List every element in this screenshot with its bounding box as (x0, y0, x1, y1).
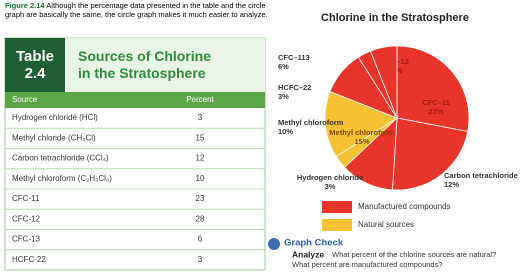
caption: Figure 2.14 Although the percentage data… (5, 1, 268, 19)
slice-value: 3% (278, 92, 289, 101)
column-header-bg (5, 92, 265, 108)
cell: 3 (198, 113, 203, 122)
slice-label: CFC–113 (278, 53, 310, 62)
table-label-bg (5, 38, 65, 92)
slice-label: CFC–11 (422, 98, 450, 107)
slice-label: Methyl chloroform (278, 118, 344, 127)
pie-slice (396, 45, 470, 132)
slice-value: 6% (278, 62, 289, 71)
legend-swatch (322, 219, 352, 231)
cell: Hydrogen chloride (HCl) (12, 113, 98, 122)
cell: CFC-11 (12, 194, 40, 203)
check-icon (268, 238, 280, 250)
figure-label: Figure 2.14 (5, 1, 45, 10)
slice-value: 10% (278, 127, 293, 136)
cell: 23 (196, 194, 205, 203)
slice-value: 12% (444, 180, 459, 189)
chart-title: Chlorine in the Stratosphere (321, 12, 469, 24)
slice-value: 15% (354, 137, 369, 146)
cell: Methyl chloroform (C₂H₃Cl₃) (12, 174, 112, 183)
slice-value: 23% (428, 107, 443, 116)
table-label: Table 2.4 (16, 48, 54, 82)
figure-caption: Although the percentage data presented i… (46, 1, 265, 10)
legend-label: Natural sources (358, 220, 414, 229)
column-header: Source (12, 95, 38, 104)
pie-slice (392, 117, 469, 191)
check-label: Analyze (292, 249, 324, 259)
slice-value: 3% (325, 182, 336, 191)
cell: Methyl chloride (CH₃Cl) (12, 133, 96, 142)
cell: HCFC-22 (12, 255, 46, 264)
column-header: Percent (186, 95, 214, 104)
pie-slice (369, 45, 398, 119)
table-title: Sources of Chlorine in the Stratosphere (78, 48, 211, 81)
cell: 12 (196, 154, 205, 163)
cell: 28 (196, 214, 205, 223)
slice-label: Methyl chloroform (329, 128, 395, 137)
pie-slice (324, 90, 398, 158)
cell: Carbon tetrachloride (CCl₄) (12, 154, 109, 163)
legend-label: Manufactured compounds (358, 202, 451, 211)
slice-label: Carbon tetrachloride (444, 171, 518, 180)
slice-label: Hydrogen chloride (297, 173, 363, 182)
legend-swatch (322, 201, 352, 213)
cell: 3 (198, 255, 203, 264)
cell: CFC-12 (12, 214, 41, 223)
check-text: What percent of the chlorine sources are… (292, 250, 496, 269)
check-title: Graph Check (284, 238, 344, 249)
cell: 10 (196, 174, 205, 183)
cell: 15 (196, 133, 205, 142)
cell: 6 (198, 235, 203, 244)
slice-label: HCFC–22 (278, 83, 311, 92)
cell: CFC-13 (12, 235, 41, 244)
